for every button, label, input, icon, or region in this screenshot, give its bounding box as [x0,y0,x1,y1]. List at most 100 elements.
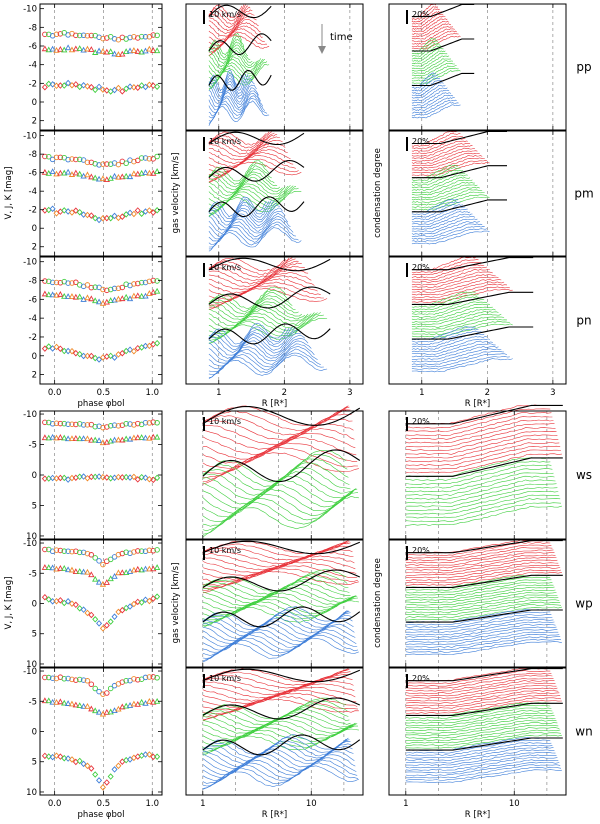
panel-frame [388,130,567,257]
series-line [405,614,552,629]
lightcurve-panel-wn: -10 -5 0 5 10 [23,667,163,798]
series-line [405,704,551,719]
series-line [411,293,479,308]
k-mag-point [119,88,126,95]
panel-frame [39,410,163,540]
series-line [208,257,287,272]
series-line [405,599,560,614]
series-line [208,72,245,94]
series-line [208,47,253,70]
v-mag-point [42,546,48,553]
series-line [405,724,559,739]
series-line [202,637,360,663]
series-line [405,719,557,734]
series-line [411,58,452,72]
scale-bar-label: 10 km/s [209,263,241,272]
series-line [208,309,312,332]
series-line [405,712,554,727]
k-mag-point [65,79,72,87]
panel-frame [388,667,567,796]
series-line [411,333,485,348]
k-mag-point [88,83,95,91]
series-line [411,179,473,194]
v-mag-point [154,32,160,39]
k-mag-point [80,760,87,768]
v-mag-point [135,677,141,683]
series-line [411,279,502,293]
y-tick-label: 0 [32,352,37,362]
velocity-panel-ws: 10 km/s [185,405,364,540]
k-mag-point [150,209,157,216]
cycle-boundary-line [405,737,563,751]
series-line [208,73,247,97]
series-line [411,221,480,235]
series-line [208,338,309,364]
k-mag-point [99,784,106,791]
series-line [208,78,253,105]
j-mag-point [122,702,130,709]
j-mag-point [92,436,99,443]
y-tick-label: -5 [29,441,37,451]
series-line [405,747,554,761]
series-line [202,492,359,535]
j-mag-point [57,45,64,52]
k-mag-point [84,211,91,219]
series-line [208,295,296,318]
series-line [208,12,255,37]
k-mag-point [150,476,157,484]
k-mag-point [45,80,52,88]
series-line [411,140,468,155]
k-mag-point [88,212,95,219]
series-line [202,466,351,500]
x-tick-label: 2 [485,388,490,398]
k-mag-point [115,84,122,92]
k-mag-point [61,474,68,482]
v-mag-point [53,154,60,161]
series-line [208,262,302,288]
series-line [202,450,347,483]
v-mag-point [65,675,71,682]
j-mag-point [119,173,126,180]
v-mag-point [42,419,48,426]
series-line [405,714,555,729]
series-line [202,549,353,574]
v-mag-point [69,548,75,555]
k-mag-point [57,474,64,482]
series-line [405,589,556,604]
j-mag-point [64,435,72,442]
j-mag-point [134,565,141,572]
j-mag-point [95,578,103,585]
k-mag-point [53,752,60,759]
v-mag-point [135,157,141,164]
v-mag-point [49,279,56,286]
v-mag-point [69,156,75,162]
j-mag-point [49,433,56,440]
j-mag-point [122,435,130,442]
k-mag-point [115,608,122,616]
y-tick-label: -6 [29,295,37,305]
k-mag-point [154,753,161,760]
j-mag-point [99,48,107,54]
series-line [405,707,552,722]
series-line [405,460,551,481]
series-line [208,199,272,223]
v-mag-point [73,32,79,39]
cycle-boundary-line [208,257,331,272]
v-mag-point [142,279,149,286]
y-tick-label: -8 [29,277,37,287]
series-line [208,200,275,226]
v-mag-point [104,690,110,696]
series-line [411,303,490,318]
series-line [405,408,551,429]
k-mag-point [146,751,153,758]
j-mag-point [103,176,110,183]
series-line [411,206,466,221]
v-mag-point [135,280,141,287]
series-line [405,601,561,616]
j-mag-point [122,569,130,575]
v-mag-point [73,677,79,683]
y-tick-label: 0 [32,224,37,234]
series-line [411,301,488,315]
series-line [208,50,255,73]
series-line [208,289,290,312]
